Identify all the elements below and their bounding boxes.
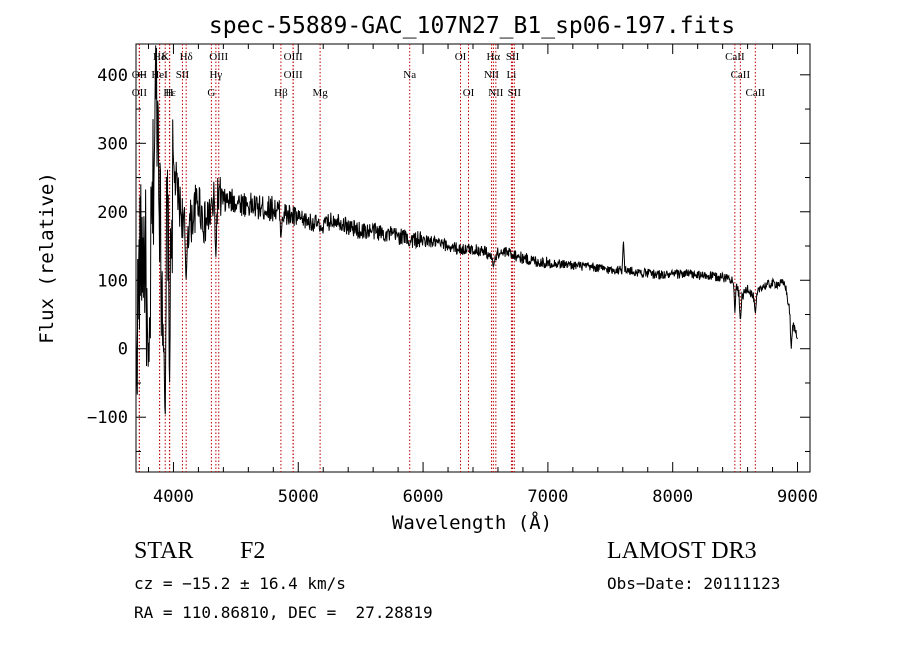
line-label-5: OI xyxy=(455,51,467,63)
line-label-3: OIII xyxy=(209,51,228,63)
line-label-6: Hα xyxy=(486,51,500,63)
y-tick-label: 200 xyxy=(97,203,128,223)
line-label-17: CaII xyxy=(731,69,751,81)
x-axis: 4000 5000 6000 7000 8000 9000 xyxy=(147,44,818,507)
line-label-24: OI xyxy=(463,87,475,99)
line-label-20: H xyxy=(165,87,173,99)
y-tick-label: −100 xyxy=(87,408,128,428)
y-axis: −100 0 100 200 300 400 xyxy=(87,66,810,452)
line-label-15: NII xyxy=(484,69,500,81)
line-label-25: NII xyxy=(488,87,504,99)
x-tick-label: 6000 xyxy=(403,487,444,507)
line-label-7: SII xyxy=(506,51,520,63)
line-label-14: Na xyxy=(403,69,416,81)
x-tick-label: 5000 xyxy=(278,487,319,507)
line-label-16: Li xyxy=(507,69,517,81)
line-label-8: CaII xyxy=(725,51,745,63)
spectrum-series xyxy=(135,45,798,415)
y-tick-label: 0 xyxy=(118,340,128,360)
line-label-21: G xyxy=(207,87,215,99)
chart-title: spec-55889-GAC_107N27_B1_sp06-197.fits xyxy=(209,13,735,39)
y-tick-label: 400 xyxy=(97,66,128,86)
line-label-4: OIII xyxy=(284,51,303,63)
line-label-11: SII xyxy=(176,69,190,81)
x-tick-label: 7000 xyxy=(527,487,568,507)
line-label-13: OIII xyxy=(284,69,303,81)
line-label-22: Hβ xyxy=(274,87,288,99)
line-label-19: Hε xyxy=(163,87,176,99)
line-label-27: CaII xyxy=(746,87,766,99)
line-label-26: SII xyxy=(508,87,522,99)
survey-name: LAMOST DR3 xyxy=(607,538,757,564)
line-label-10: HeI xyxy=(151,69,168,81)
coordinates: RA = 110.86810, DEC = 27.28819 xyxy=(134,603,433,622)
spectral-line-markers xyxy=(138,44,756,472)
line-label-23: Mg xyxy=(312,87,328,99)
y-axis-label: Flux (relative) xyxy=(36,172,58,344)
line-label-2: Hδ xyxy=(180,51,193,63)
observation-date: Obs−Date: 20111123 xyxy=(607,574,781,593)
x-tick-label: 8000 xyxy=(652,487,693,507)
x-axis-label: Wavelength (Å) xyxy=(392,511,552,534)
line-label-12: Hγ xyxy=(209,69,222,81)
x-tick-label: 4000 xyxy=(153,487,194,507)
line-label-18: OII xyxy=(132,87,148,99)
object-subclass: F2 xyxy=(240,538,266,564)
y-tick-label: 300 xyxy=(97,134,128,154)
plot-frame xyxy=(135,43,811,473)
object-class: STAR xyxy=(134,538,194,564)
x-tick-label: 9000 xyxy=(777,487,818,507)
line-label-1: K xyxy=(161,51,169,63)
y-tick-label: 100 xyxy=(97,271,128,291)
redshift-velocity: cz = −15.2 ± 16.4 km/s xyxy=(134,574,346,593)
spectrum-line xyxy=(135,45,798,415)
